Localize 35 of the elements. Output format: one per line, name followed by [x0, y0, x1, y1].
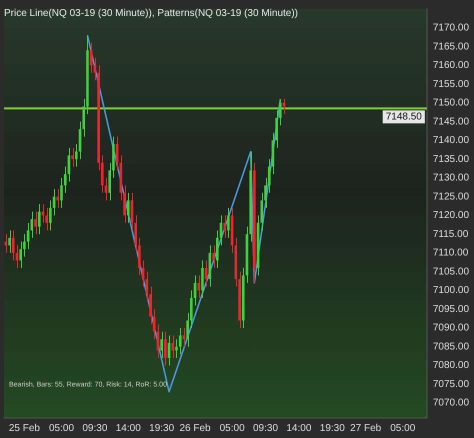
x-tick-label: 26 Feb — [179, 422, 212, 434]
y-tick-label: 7100.00 — [432, 285, 470, 296]
y-tick-label: 7090.00 — [432, 322, 470, 334]
y-tick-label: 7115.00 — [432, 228, 469, 240]
x-tick-label: 19:30 — [149, 422, 175, 434]
y-tick-label: 7160.00 — [432, 60, 470, 72]
y-tick-label: 7170.00 — [432, 22, 470, 34]
y-tick-label: 7130.00 — [432, 172, 470, 184]
ref-line-label: 7148.50 — [386, 112, 422, 123]
y-tick-label: 7085.00 — [432, 341, 470, 352]
x-tick-label: 14:00 — [116, 422, 142, 434]
x-tick-label: 14:00 — [286, 422, 312, 434]
x-tick-label: 09:30 — [252, 422, 278, 434]
x-tick-label: 05:00 — [48, 422, 74, 434]
y-tick-label: 7110.00 — [432, 248, 469, 259]
x-tick-label: 19:30 — [320, 422, 346, 434]
y-tick-label: 7140.00 — [432, 135, 470, 146]
y-tick-label: 7135.00 — [432, 154, 470, 165]
x-tick-label: 25 Feb — [8, 422, 40, 434]
x-tick-label: 05:00 — [390, 422, 416, 434]
y-tick-label: 7075.00 — [432, 378, 470, 390]
y-tick-label: 7150.00 — [432, 98, 470, 109]
y-tick-label: 7165.00 — [432, 41, 470, 52]
chart-title: Price Line(NQ 03-19 (30 Minute)), Patterns(NQ 03-19 (30 Minute)) — [4, 8, 298, 19]
y-tick-label: 7095.00 — [432, 304, 470, 315]
x-tick-label: 27 Feb — [350, 422, 382, 434]
y-tick-label: 7155.00 — [432, 78, 470, 90]
y-tick-label: 7125.00 — [432, 191, 470, 202]
y-tick-label: 7080.00 — [432, 360, 470, 372]
x-tick-label: 09:30 — [82, 422, 108, 434]
y-tick-label: 7120.00 — [432, 210, 470, 222]
x-tick-label: 05:00 — [220, 422, 246, 434]
y-tick-label: 7070.00 — [432, 398, 470, 409]
y-tick-label: 7105.00 — [432, 266, 470, 278]
y-tick-label: 7145.00 — [432, 116, 470, 128]
